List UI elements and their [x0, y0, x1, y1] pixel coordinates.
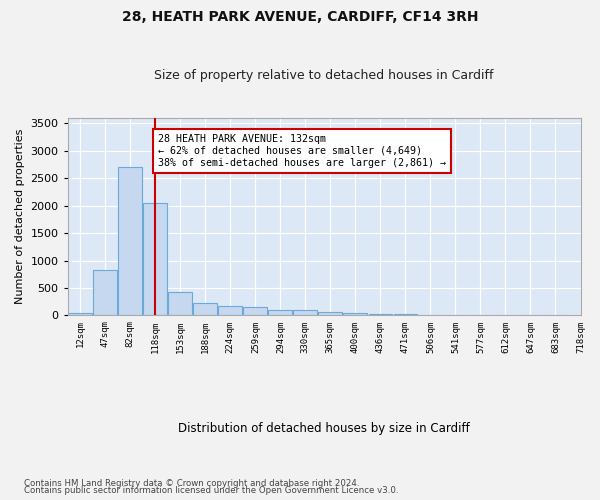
Bar: [193, 303, 217, 316]
X-axis label: Distribution of detached houses by size in Cardiff: Distribution of detached houses by size …: [178, 422, 470, 435]
Bar: [218, 306, 242, 316]
Y-axis label: Number of detached properties: Number of detached properties: [15, 129, 25, 304]
Bar: [68, 313, 92, 316]
Text: Contains public sector information licensed under the Open Government Licence v3: Contains public sector information licen…: [24, 486, 398, 495]
Bar: [169, 292, 192, 316]
Bar: [94, 270, 117, 316]
Bar: [268, 310, 292, 316]
Bar: [343, 312, 367, 316]
Title: Size of property relative to detached houses in Cardiff: Size of property relative to detached ho…: [154, 69, 494, 82]
Text: Contains HM Land Registry data © Crown copyright and database right 2024.: Contains HM Land Registry data © Crown c…: [24, 478, 359, 488]
Bar: [244, 308, 267, 316]
Bar: [368, 314, 392, 316]
Text: 28, HEATH PARK AVENUE, CARDIFF, CF14 3RH: 28, HEATH PARK AVENUE, CARDIFF, CF14 3RH: [122, 10, 478, 24]
Bar: [394, 314, 417, 316]
Bar: [293, 310, 317, 316]
Bar: [143, 203, 167, 316]
Bar: [118, 168, 142, 316]
Bar: [319, 312, 342, 316]
Text: 28 HEATH PARK AVENUE: 132sqm
← 62% of detached houses are smaller (4,649)
38% of: 28 HEATH PARK AVENUE: 132sqm ← 62% of de…: [158, 134, 446, 168]
